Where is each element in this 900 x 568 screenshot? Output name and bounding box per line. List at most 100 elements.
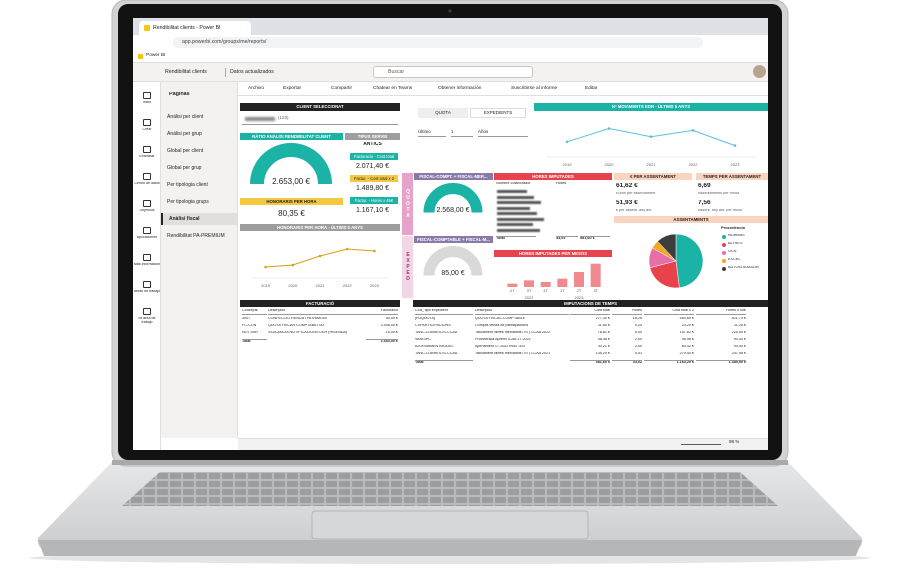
- page-tab[interactable]: Análisi per client: [167, 113, 204, 120]
- table-cell: 277,30 €: [595, 317, 610, 320]
- tab[interactable]: QUOTA: [418, 108, 468, 118]
- toolbar-button[interactable]: Suscribirse al informe: [511, 86, 558, 91]
- year-label: 2022: [525, 295, 535, 300]
- page-tab[interactable]: Global per client: [167, 147, 204, 154]
- page-tab[interactable]: Per tipologia client: [167, 181, 208, 188]
- nav-label[interactable]: Más información: [133, 263, 161, 266]
- period-filter[interactable]: Último: [418, 128, 446, 137]
- toolbar-button[interactable]: Compartir: [331, 86, 353, 91]
- table-cell: TANC-LLIBRES-IS-CCAA: [415, 331, 458, 334]
- table-cell: 15,00 €: [385, 331, 398, 334]
- x-tick-label: 1T: [560, 288, 565, 293]
- blurred-row: [497, 206, 530, 210]
- nav-icon[interactable]: [143, 92, 151, 99]
- gauge-arc: [423, 246, 483, 276]
- toolbar-button[interactable]: Editar: [585, 86, 598, 91]
- table-cell: 30,00 €: [385, 317, 398, 320]
- page-tab[interactable]: Análisi per grup: [167, 130, 202, 137]
- table-cell: 2,00: [634, 345, 642, 348]
- section-header: CLIENT SELECCIONAT: [240, 103, 400, 111]
- kpi-label: Factur. - Cost total x 2: [350, 175, 398, 182]
- table-cell: QUOTA FISCAR COMPTABILITAT: [268, 324, 325, 327]
- nav-icon[interactable]: [143, 281, 151, 288]
- pie-slice: [649, 260, 680, 289]
- nav-icon[interactable]: [143, 227, 151, 234]
- zoom[interactable]: 98 %: [729, 440, 740, 444]
- table-total: 2.453,00 €: [366, 339, 398, 345]
- avatar[interactable]: [753, 65, 766, 78]
- nav-icon[interactable]: [143, 173, 151, 180]
- section-header: € PER ASSENTAMENT: [614, 173, 692, 180]
- pages-title: Páginas: [169, 92, 190, 97]
- table-cell: 90,00 €: [733, 345, 746, 348]
- table-cell: TANC-LLIBRES-IS-CCAA: [415, 352, 458, 355]
- section-header: FISCAL-COMPTABLE + FISCAL-M...: [414, 236, 493, 243]
- period-filter[interactable]: Años: [478, 128, 528, 137]
- nav-label[interactable]: Objetivos: [139, 209, 155, 212]
- table-cell: 2,00: [634, 338, 642, 341]
- report-name[interactable]: Rendibilitat clients: [165, 69, 207, 75]
- x-tick-label: 2022: [689, 162, 699, 167]
- toolbar-button[interactable]: Exportar: [283, 86, 302, 91]
- table-cell: VIGILÀNCIA NOTIFICACIONS DEH (HISENDA): [268, 331, 348, 334]
- toolbar-button[interactable]: Archivo: [248, 86, 264, 91]
- table-total: 581,60 €: [580, 236, 610, 242]
- nav-label[interactable]: Mi área de trabajo: [138, 317, 156, 324]
- x-tick-label: 2021: [316, 283, 326, 288]
- toolbar-button[interactable]: Chatear en Teams: [373, 86, 413, 91]
- blurred-row: [497, 228, 540, 232]
- nav-label[interactable]: Examinar: [139, 155, 155, 158]
- kpi-label: Assentaments per minut: [698, 192, 739, 195]
- nav-label[interactable]: Aplicaciones: [136, 236, 158, 239]
- section-header: FACTURACIÓ: [240, 300, 400, 307]
- section-header: IMPUTACIONS DE TEMPS: [413, 300, 768, 307]
- base-edge: [38, 540, 862, 556]
- gauge-value: 2.568,00 €: [436, 207, 470, 214]
- bar: [524, 280, 534, 287]
- url-field[interactable]: app.powerbi.com/groups/me/reports/: [173, 37, 703, 48]
- bookmark-icon: [138, 54, 143, 59]
- x-tick-label: 2T: [577, 288, 582, 293]
- nav-label[interactable]: Inicio: [142, 101, 152, 104]
- client-dropdown[interactable]: [242, 114, 398, 125]
- nav-icon[interactable]: [143, 254, 151, 261]
- table-header: Facturació: [366, 309, 398, 315]
- blurred-name: [245, 117, 275, 121]
- browser-tab[interactable]: Rendibilitat clients - Power BI: [139, 21, 251, 35]
- point: [733, 144, 737, 147]
- x-tick-label: 2023: [370, 283, 380, 288]
- tab[interactable]: EXPEDIENTS: [470, 108, 526, 118]
- page-tab[interactable]: Global per grup: [167, 164, 202, 171]
- page-tab[interactable]: Per tipologia grups: [167, 198, 209, 205]
- point: [264, 265, 267, 269]
- gauge: [250, 143, 332, 185]
- nav-icon[interactable]: [143, 200, 151, 207]
- table-total: 1.163,20 €: [644, 360, 694, 366]
- bar: [557, 278, 568, 287]
- point: [607, 127, 611, 130]
- nav-icon[interactable]: [143, 119, 151, 126]
- period-filter[interactable]: 1: [451, 128, 473, 137]
- page-tab[interactable]: Rendibilitat PA-PREMIUM: [167, 232, 225, 239]
- line: [265, 248, 375, 268]
- fee-value: 80,35 €: [278, 209, 305, 218]
- bar: [507, 283, 518, 287]
- nav-icon[interactable]: [143, 146, 151, 153]
- nav-icon[interactable]: [143, 308, 151, 315]
- bookmark[interactable]: Power BI: [146, 53, 166, 58]
- nav-label[interactable]: Centro de datos: [134, 182, 160, 185]
- toolbar-button[interactable]: Obtener información: [438, 86, 482, 91]
- search-box[interactable]: Buscar: [373, 66, 533, 78]
- nav-label[interactable]: Áreas de trabajo: [133, 290, 161, 293]
- nav-label[interactable]: Crear: [142, 128, 152, 131]
- table-cell: 30,21 €: [597, 345, 610, 348]
- gauge: [423, 183, 483, 213]
- page-tab[interactable]: Anàlisi fiscal: [161, 213, 238, 225]
- point: [373, 249, 376, 253]
- table-cell: 225,00 €: [731, 331, 746, 334]
- tab-bar: [133, 18, 768, 35]
- bar: [590, 263, 601, 287]
- table-cell: 78,81 €: [597, 331, 610, 334]
- point: [345, 247, 349, 251]
- kpi-label: Facturació - Cost total: [350, 153, 398, 160]
